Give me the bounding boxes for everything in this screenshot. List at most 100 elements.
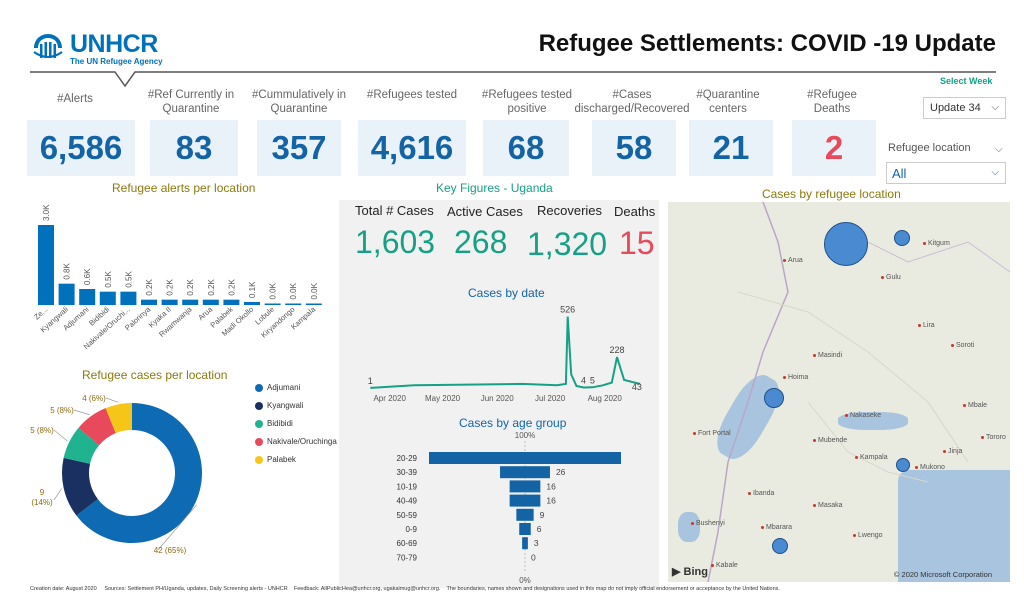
alert-bar[interactable] xyxy=(202,299,219,305)
donut-slice[interactable] xyxy=(62,457,98,516)
map-bubble-kampala[interactable] xyxy=(896,458,910,472)
kpi-value-deaths: 2 xyxy=(792,120,876,176)
map-place-label: Jinja xyxy=(948,448,963,455)
alert-bar[interactable] xyxy=(58,283,75,305)
age-bar-value-label: 16 xyxy=(546,496,556,506)
cases-line[interactable] xyxy=(370,316,641,389)
legend-label: Kyangwali xyxy=(267,401,304,410)
week-select-value: Update 34 xyxy=(930,102,981,114)
donut-slice[interactable] xyxy=(76,403,202,543)
chevron-down-icon: ⌵ xyxy=(991,167,999,178)
alert-bar-value-label: 0.5K xyxy=(124,271,133,288)
map-place-dot xyxy=(915,466,918,469)
kpi-label-deaths: #Refugee Deaths xyxy=(807,89,857,115)
alert-bar-value-label: 0.0K xyxy=(310,282,319,299)
key-figures-title: Key Figures - Uganda xyxy=(436,181,553,195)
map-place-label: Kitgum xyxy=(928,240,950,247)
kpi-label-cumulative-quarantine: #Cummulatively in Quarantine xyxy=(252,89,346,115)
donut-slice[interactable] xyxy=(63,427,100,464)
age-bar-value-label: 6 xyxy=(537,524,542,534)
alert-bar[interactable] xyxy=(305,303,322,306)
legend-dot xyxy=(255,455,263,464)
legend-dot xyxy=(255,401,263,410)
age-category-label: 70-79 xyxy=(397,553,418,562)
alerts-bar-chart: 3.0KZe...0.8KKyangwali0.6KAdjumani0.5KBi… xyxy=(32,204,322,351)
deaths-label: Deaths xyxy=(614,204,656,219)
alert-bar[interactable] xyxy=(161,299,178,305)
age-bar[interactable] xyxy=(516,508,534,521)
donut-legend-item[interactable]: Adjumani xyxy=(255,383,300,392)
recoveries-value: 1,320 xyxy=(527,226,608,262)
location-select[interactable]: All ⌵ xyxy=(886,162,1006,184)
donut-legend-item[interactable]: Bidibidi xyxy=(255,419,293,428)
cases-by-date-title: Cases by date xyxy=(468,286,545,300)
donut-legend-item[interactable]: Palabek xyxy=(255,455,296,464)
alert-bar[interactable] xyxy=(223,299,240,305)
map-bubble-kyangwali[interactable] xyxy=(764,388,784,408)
kpi-value-quarantine-centers: 21 xyxy=(689,120,773,176)
map-place-dot xyxy=(853,534,856,537)
age-bar[interactable] xyxy=(429,452,621,464)
donut-slice[interactable] xyxy=(105,403,132,434)
age-bar[interactable] xyxy=(509,494,541,507)
recoveries-label: Recoveries xyxy=(537,203,603,218)
age-bar[interactable] xyxy=(500,466,550,479)
location-select-value: All xyxy=(892,166,907,181)
date-tick-label: Jul 2020 xyxy=(535,394,566,403)
kpi-label-tested: #Refugees tested xyxy=(366,89,458,101)
alert-bar[interactable] xyxy=(79,289,96,305)
map-bubble-adjumani[interactable] xyxy=(824,222,868,266)
map-place-label: Masaka xyxy=(818,502,843,509)
map-place-dot xyxy=(813,354,816,357)
header-divider xyxy=(30,71,996,88)
alert-bar[interactable] xyxy=(244,302,260,305)
age-chart-title: Cases by age group xyxy=(459,416,567,430)
alert-bar-value-label: 0.5K xyxy=(104,271,113,288)
age-category-label: 20-29 xyxy=(397,454,418,463)
alert-bar-value-label: 0.0K xyxy=(289,282,298,299)
legend-label: Adjumani xyxy=(267,383,301,392)
age-bar-value-label: 9 xyxy=(540,510,545,520)
alert-bar[interactable] xyxy=(120,291,137,305)
age-category-label: 50-59 xyxy=(397,511,418,520)
alert-bar[interactable] xyxy=(285,303,302,306)
alert-bar-value-label: 0.2K xyxy=(145,279,154,296)
map-place-label: Tororo xyxy=(986,434,1006,441)
donut-legend-item[interactable]: Nakivale/Oruchinga xyxy=(255,437,337,446)
donut-leader-line xyxy=(157,504,197,551)
kpi-value-recovered: 58 xyxy=(592,120,676,176)
age-bar[interactable] xyxy=(509,480,541,493)
map-bubble-palabek[interactable] xyxy=(894,230,910,246)
map-place-label: Mbale xyxy=(968,402,988,409)
kpi-value-tested: 4,616 xyxy=(358,120,466,176)
map-place-dot xyxy=(813,439,816,442)
alert-bar[interactable] xyxy=(182,299,199,305)
total-cases-value: 1,603 xyxy=(355,224,436,260)
alert-bar[interactable] xyxy=(141,299,157,305)
key-figures-panel: Total # Cases Active Cases Recoveries De… xyxy=(339,200,659,588)
donut-slice-label: 4 (6%) xyxy=(82,394,106,403)
alert-bar[interactable] xyxy=(38,225,54,305)
map-bubble-nakivale[interactable] xyxy=(772,538,788,554)
donut-slice[interactable] xyxy=(78,408,116,446)
date-point-label: 5 xyxy=(590,375,595,385)
alert-bar[interactable] xyxy=(99,291,116,305)
logo-subtitle: The UN Refugee Agency xyxy=(70,57,163,66)
alert-bar-value-label: 0.0K xyxy=(269,282,278,299)
cases-map[interactable]: Arua Gulu Kitgum Lira Hoima Fort Portal Mubend… xyxy=(668,202,1010,582)
week-select[interactable]: Update 34 ⌵ xyxy=(923,97,1006,119)
donut-legend-item[interactable]: Kyangwali xyxy=(255,401,303,410)
kpi-label-alerts: #Alerts xyxy=(57,93,93,105)
alert-bar[interactable] xyxy=(264,303,281,306)
chevron-down-icon[interactable]: ⌵ xyxy=(995,144,1003,155)
alert-bar-value-label: 0.8K xyxy=(63,263,72,280)
age-bar[interactable] xyxy=(519,523,531,535)
age-bar[interactable] xyxy=(522,537,528,550)
footer-creation-date: Creation date: August 2020 xyxy=(30,586,97,592)
legend-label: Palabek xyxy=(267,455,296,464)
lake-victoria xyxy=(898,470,1010,582)
kpi-value-alerts: 6,586 xyxy=(27,120,135,176)
kpi-label-recovered: #Cases discharged/Recovered xyxy=(574,89,690,115)
age-category-label: 30-39 xyxy=(397,468,418,477)
map-place-dot xyxy=(918,324,921,327)
